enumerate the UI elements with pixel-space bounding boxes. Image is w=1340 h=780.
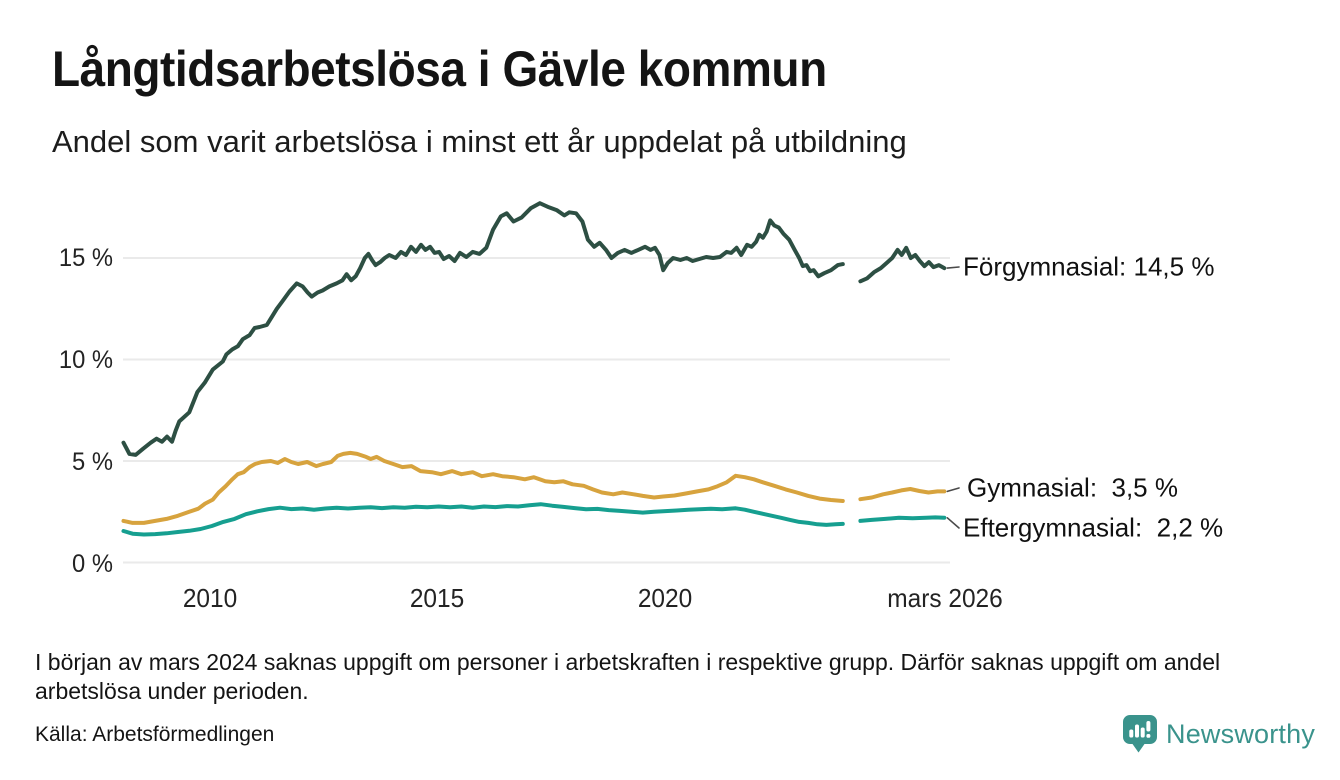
y-axis-tick-label: 0 %	[72, 550, 113, 578]
x-axis-tick-label: 2015	[409, 583, 465, 613]
source-note: Källa: Arbetsförmedlingen	[35, 723, 275, 746]
y-axis-tick-label: 5 %	[72, 448, 113, 476]
series-line-forgymnasial	[121, 201, 845, 457]
end-label-connector	[946, 266, 960, 269]
newsworthy-pin-barchart-icon	[1122, 714, 1158, 754]
newsworthy-logo: Newsworthy	[1122, 714, 1315, 754]
newsworthy-wordmark: Newsworthy	[1166, 718, 1316, 749]
series-end-label-forgymnasial: Förgymnasial: 14,5 %	[963, 251, 1215, 282]
x-axis-tick-label: 2010	[182, 583, 238, 613]
series-end-label-gymnasial: Gymnasial: 3,5 %	[967, 472, 1178, 503]
page-title: Långtidsarbetslösa i Gävle kommun	[52, 41, 827, 97]
series-line-gymnasial	[858, 487, 947, 502]
page-subtitle: Andel som varit arbetslösa i minst ett å…	[52, 124, 907, 159]
series-line-eftergymnasial	[121, 502, 845, 537]
y-axis-tick-label: 15 %	[58, 244, 113, 272]
series-end-label-eftergymnasial: Eftergymnasial: 2,2 %	[963, 512, 1224, 543]
x-axis-tick-label: mars 2026	[887, 583, 1003, 613]
end-label-connector	[946, 516, 960, 529]
footnote: I början av mars 2024 saknas uppgift om …	[35, 649, 1221, 704]
series-line-gymnasial	[121, 450, 845, 525]
series-line-forgymnasial	[858, 245, 947, 284]
end-label-connector	[946, 487, 960, 493]
x-axis-tick-label: 2020	[637, 583, 693, 613]
series-line-eftergymnasial	[858, 515, 947, 523]
y-axis-tick-label: 10 %	[58, 346, 113, 374]
